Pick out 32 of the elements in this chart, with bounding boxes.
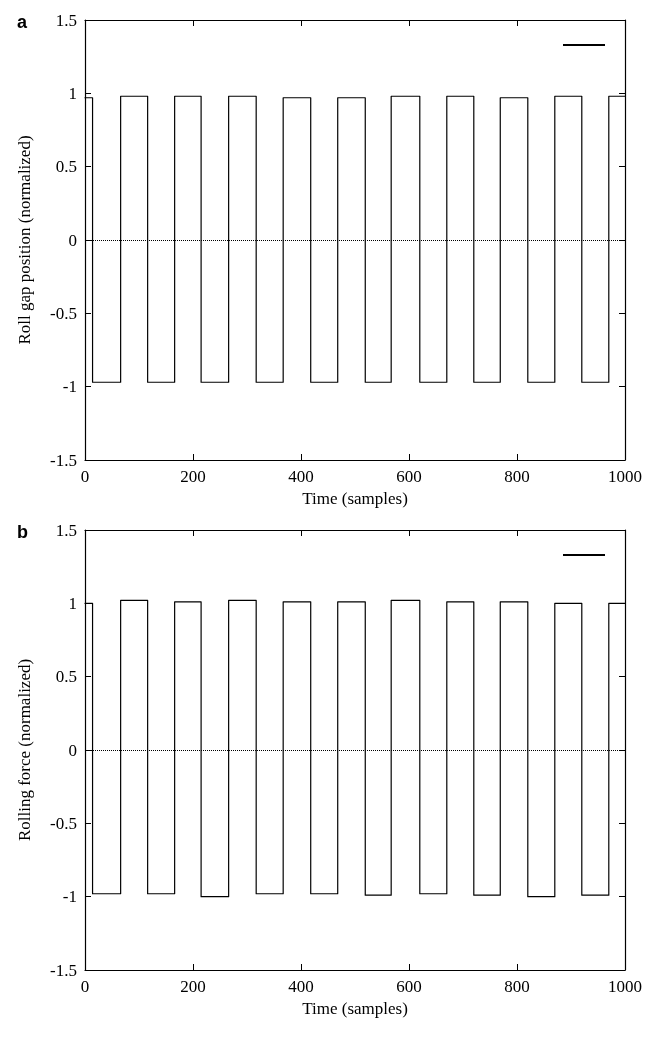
x-axis-title: Time (samples): [302, 998, 408, 1018]
chart-title: b: [17, 522, 28, 542]
y-tick-label: 0.5: [55, 157, 77, 177]
x-tick-label: 600: [396, 977, 422, 996]
x-tick-label: 0: [80, 977, 90, 996]
y-tick-label: 1: [68, 83, 77, 103]
x-axis-title: Time (samples): [302, 488, 408, 508]
y-tick-label: 1.5: [55, 10, 77, 30]
y-axis-title: Rolling force (normalized): [15, 658, 34, 842]
x-tick-label: 800: [504, 977, 530, 996]
x-tick-label: 400: [288, 467, 314, 486]
y-axis-title: Roll gap position (normalized): [15, 135, 34, 345]
y-tick-label: 0: [68, 740, 77, 760]
y-tick-label: -1: [62, 377, 77, 397]
x-tick-label: 1000: [608, 977, 642, 996]
y-tick-label: -1: [62, 887, 77, 907]
x-tick-label: 800: [504, 467, 530, 486]
y-tick-label: 0: [68, 230, 77, 250]
x-tick-label: 400: [288, 977, 314, 996]
y-tick-label: -0.5: [50, 813, 77, 833]
y-tick-label: -1.5: [50, 960, 77, 980]
chart-title: a: [17, 12, 28, 32]
x-tick-label: 200: [180, 977, 206, 996]
y-tick-label: -0.5: [50, 303, 77, 323]
y-tick-label: 1.5: [55, 520, 77, 540]
x-tick-label: 1000: [608, 467, 642, 486]
x-tick-label: 600: [396, 467, 422, 486]
x-tick-label: 200: [180, 467, 206, 486]
y-tick-label: -1.5: [50, 450, 77, 470]
y-tick-label: 1: [68, 593, 77, 613]
x-tick-label: 0: [80, 467, 90, 486]
y-tick-label: 0.5: [55, 667, 77, 687]
